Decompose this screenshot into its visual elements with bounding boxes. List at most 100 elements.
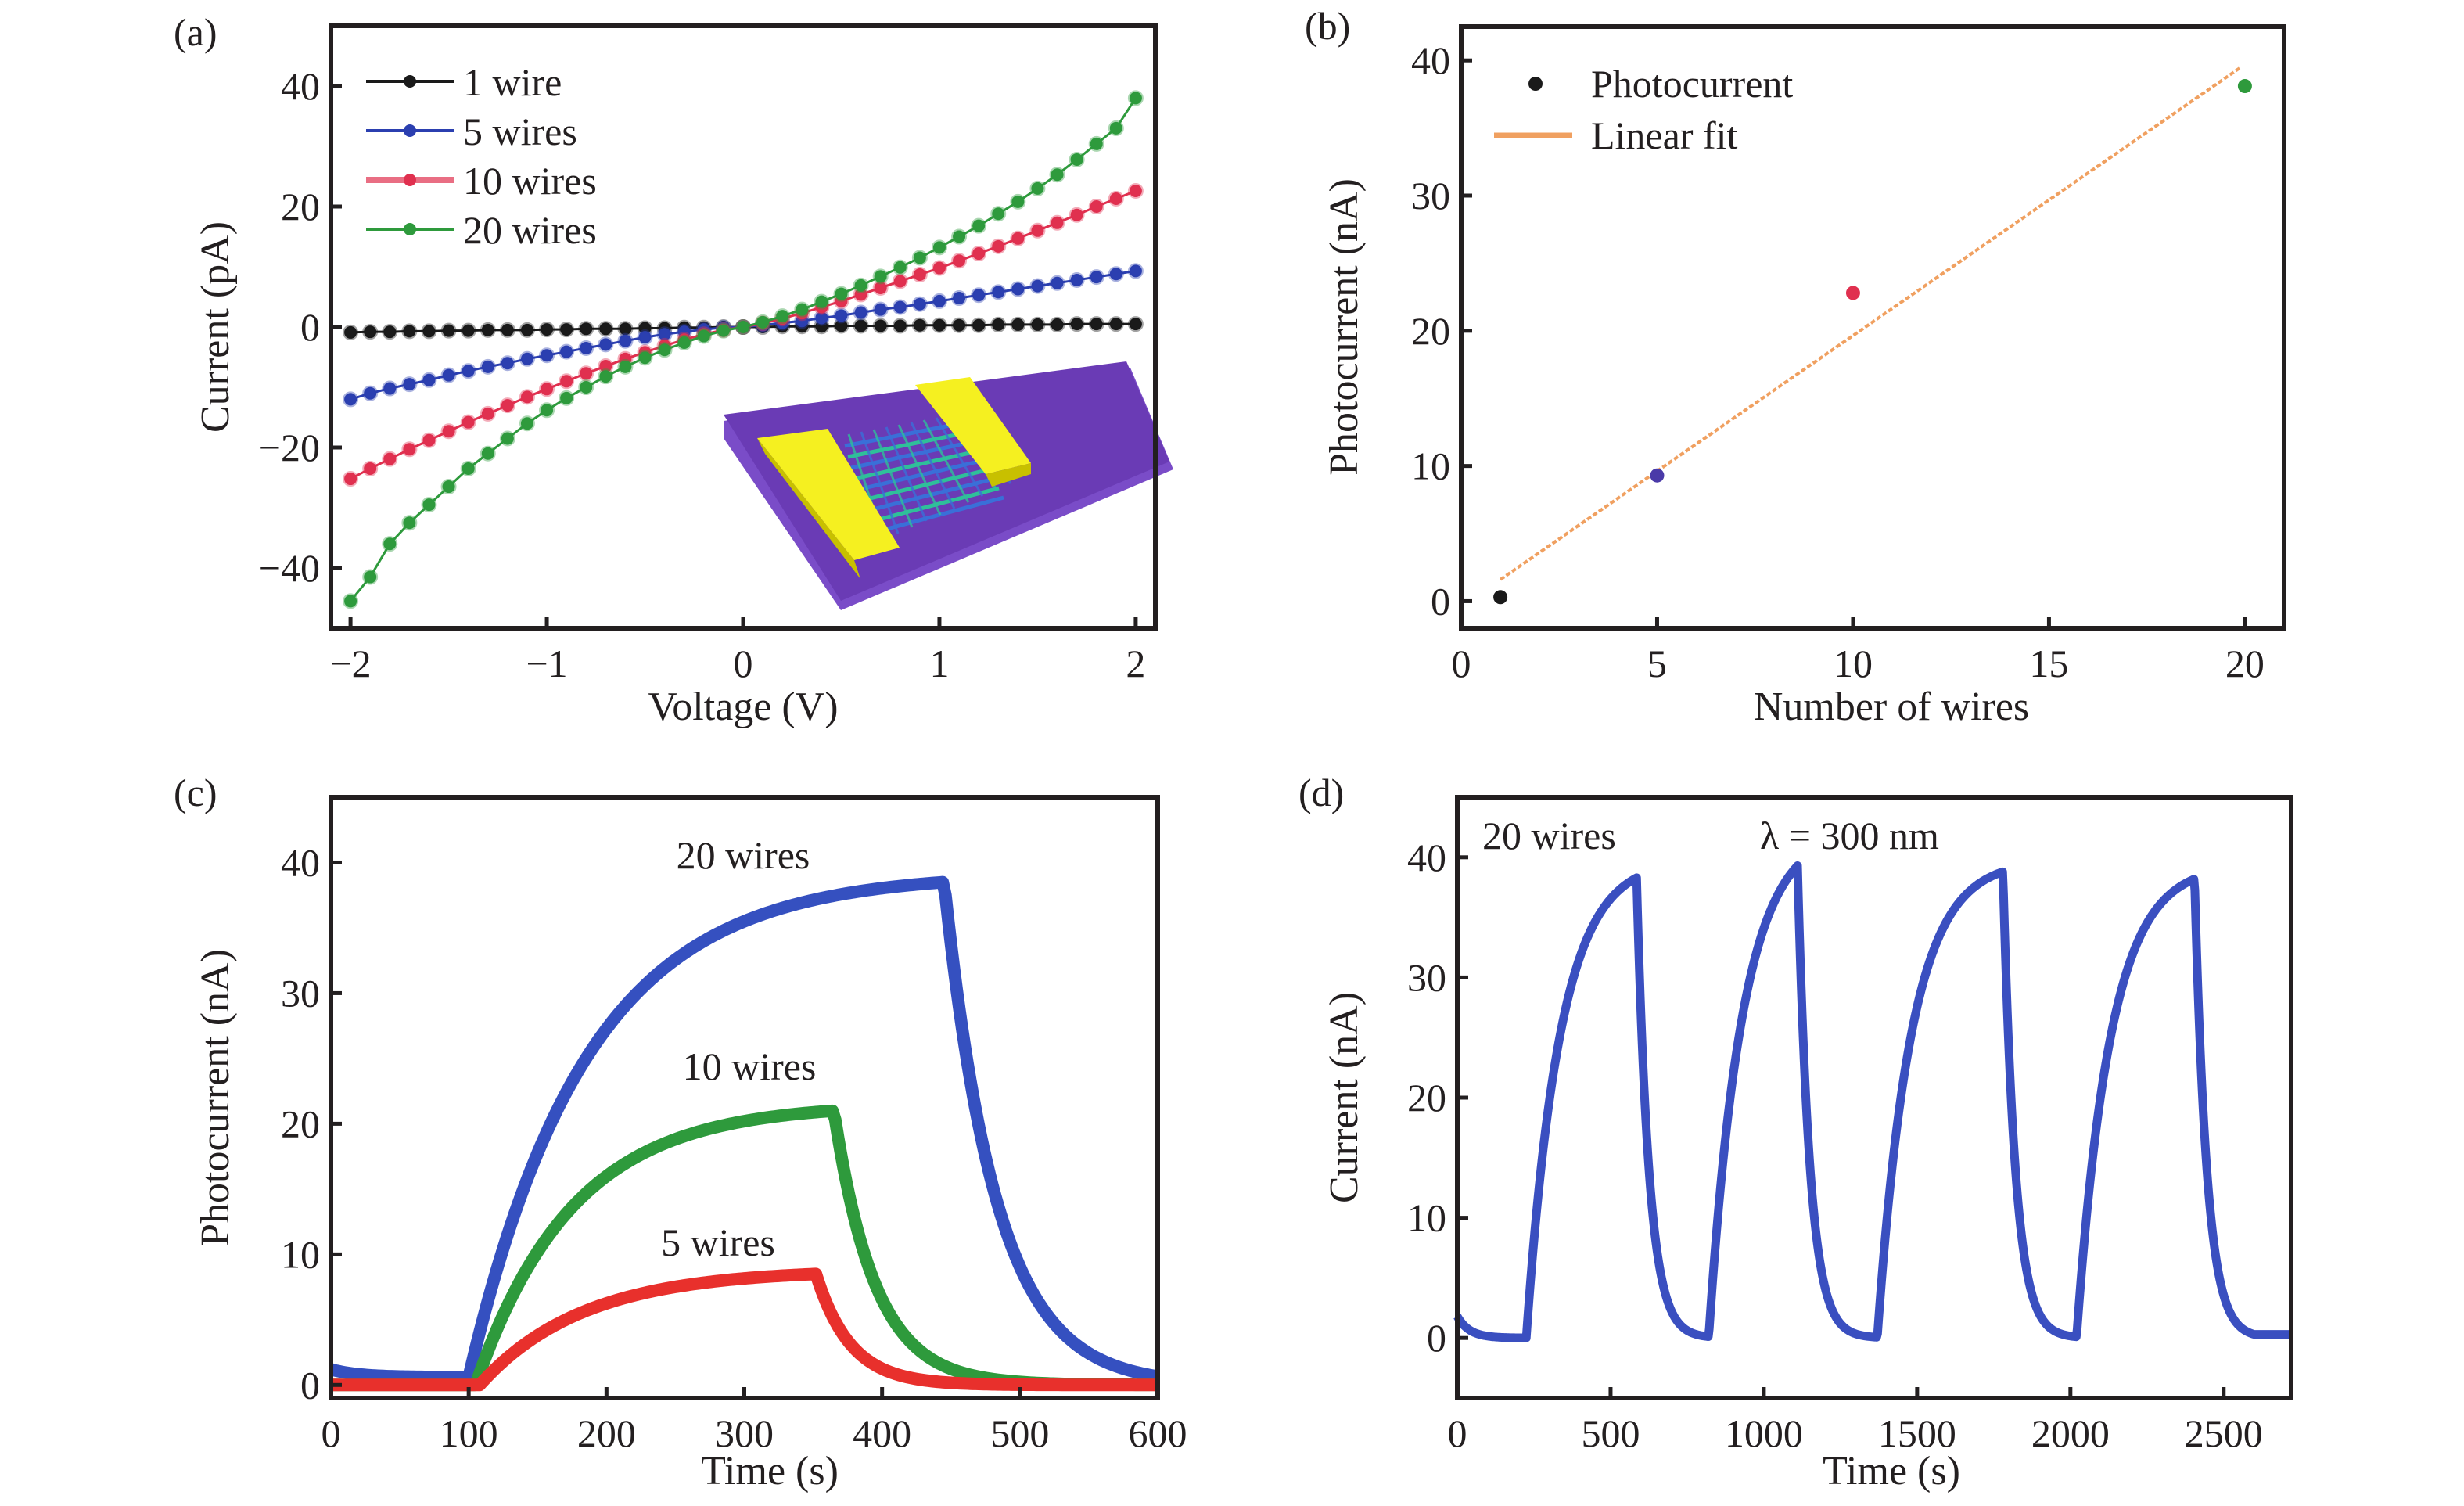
axes-b: 0 5 10 15 20 0 10 20 30 40 — [1411, 38, 2265, 685]
x-tick-label-d: 2500 — [2185, 1411, 2263, 1455]
nanowire — [872, 429, 914, 528]
data-point-1-wire — [362, 324, 379, 340]
nanowire — [869, 495, 1004, 536]
x-tick-label-c: 500 — [990, 1411, 1049, 1455]
data-point-20-wires — [499, 430, 515, 447]
data-point-20-wires — [480, 445, 496, 462]
data-point-20-wires — [1049, 167, 1065, 183]
data-point-10-wires — [499, 397, 515, 414]
data-point-10-wires — [1010, 230, 1026, 246]
data-point-1-wire — [971, 317, 987, 333]
data-point-1-wire — [1127, 316, 1144, 332]
legend-marker — [404, 174, 416, 186]
data-point-5-wires — [990, 284, 1007, 300]
x-tick-label-d: 1500 — [1878, 1411, 1956, 1455]
panel-label-a: (a) — [174, 10, 217, 54]
data-point-5-wires — [440, 367, 457, 383]
data-point-20-wires — [774, 308, 791, 325]
data-point-20-wires — [911, 250, 928, 266]
data-point-10-wires — [421, 432, 437, 448]
data-point-1-wire — [598, 321, 614, 337]
data-point-10-wires — [911, 267, 928, 283]
device-inset — [724, 361, 1173, 610]
data-point-5-wires — [617, 332, 634, 349]
data-point-5-wires — [539, 347, 555, 364]
data-point-10-wires — [480, 405, 496, 422]
legend-label-linear-fit: Linear fit — [1591, 113, 1738, 157]
nanowire — [922, 419, 970, 503]
data-point-20-wires — [343, 593, 359, 609]
legend-label: 1 wire — [463, 60, 562, 104]
data-point-20-wires — [401, 515, 418, 531]
data-point-20-wires — [1127, 90, 1144, 106]
data-point-20-wires — [735, 319, 751, 335]
nanowire — [866, 486, 1000, 525]
legend-a: 1 wire 5 wires 10 wires 20 wires — [366, 60, 597, 252]
data-point-5-wires — [578, 340, 594, 356]
y-tick-label-a: −40 — [259, 546, 320, 590]
data-point-20-wires — [539, 402, 555, 419]
axes-frame-d — [1455, 795, 2293, 1400]
data-point-10-wires — [1029, 222, 1046, 239]
data-point-10-wires — [892, 273, 908, 289]
data-point-20-wires — [794, 301, 810, 318]
axes-a: −2 −1 0 1 2 −40 −20 0 20 40 — [259, 64, 1146, 685]
legend-marker-photocurrent — [1528, 77, 1543, 91]
data-point-20-wires — [382, 536, 398, 552]
x-axis-label-a: Voltage (V) — [648, 685, 838, 729]
panel-label-d: (d) — [1298, 771, 1344, 814]
data-point-5-wires — [892, 299, 908, 315]
x-tick-label-c: 600 — [1129, 1411, 1187, 1455]
data-point-20-wires — [617, 358, 634, 375]
annotation-5-wires: 5 wires — [661, 1220, 775, 1264]
axes-frame-c — [329, 795, 1160, 1400]
data-point-1-wire — [951, 317, 968, 333]
y-tick-label-b: 40 — [1411, 38, 1450, 82]
data-point-20-wires — [971, 217, 987, 234]
data-point-10-wires — [990, 238, 1007, 254]
annotation-10-wires: 10 wires — [683, 1044, 817, 1088]
x-tick-label-b: 10 — [1834, 642, 1873, 685]
data-point-1-wire — [460, 322, 476, 339]
data-point-20-wires — [1088, 135, 1104, 152]
data-point-20-wires — [578, 379, 594, 395]
data-point-5-wires — [401, 376, 418, 393]
data-point-5-wires — [911, 296, 928, 312]
linear-fit-line — [1499, 66, 2243, 581]
data-point-1-wire — [1049, 316, 1065, 332]
data-point-20-wires — [362, 569, 379, 585]
data-point-5-wires — [559, 343, 575, 360]
legend-label: 5 wires — [463, 110, 577, 153]
electrode-right — [915, 377, 1031, 474]
x-axis-label-d: Time (s) — [1823, 1449, 1960, 1493]
data-point-5-wires — [343, 391, 359, 408]
data-point-20-wires — [872, 268, 889, 285]
legend-marker — [404, 124, 416, 137]
data-point-5-wires — [1049, 275, 1065, 291]
x-tick-label-d: 0 — [1448, 1411, 1467, 1455]
legend-label: 10 wires — [463, 159, 597, 203]
y-tick-label-d: 10 — [1407, 1196, 1446, 1240]
data-point-10-wires — [460, 414, 476, 430]
data-point-5-wires — [1127, 263, 1144, 279]
data-point-1-wire — [853, 318, 869, 334]
data-point-20-wires — [892, 259, 908, 275]
data-point-5-wires — [382, 380, 398, 397]
plot-area-a — [343, 90, 1144, 609]
data-point-10-wires — [1049, 214, 1065, 231]
data-point-1-wire — [519, 322, 535, 338]
y-axis-label-a: Current (pA) — [193, 221, 238, 433]
x-tick-label-b: 5 — [1647, 642, 1667, 685]
data-point-5-wires — [499, 355, 515, 372]
axes-c: 0 100 200 300 400 500 600 0 10 20 30 40 — [281, 840, 1187, 1455]
y-tick-label-a: 40 — [281, 64, 320, 108]
data-point-20-wires — [715, 322, 731, 339]
axes-frame-b — [1459, 24, 2286, 631]
data-point-5-wires — [362, 385, 379, 401]
x-tick-label-d: 500 — [1581, 1411, 1640, 1455]
data-point-10-wires — [539, 381, 555, 397]
y-tick-label-a: −20 — [259, 426, 320, 469]
data-point-20-wires — [1069, 151, 1085, 167]
x-tick-label-a: 2 — [1126, 642, 1145, 685]
y-tick-label-c: 30 — [281, 971, 320, 1015]
